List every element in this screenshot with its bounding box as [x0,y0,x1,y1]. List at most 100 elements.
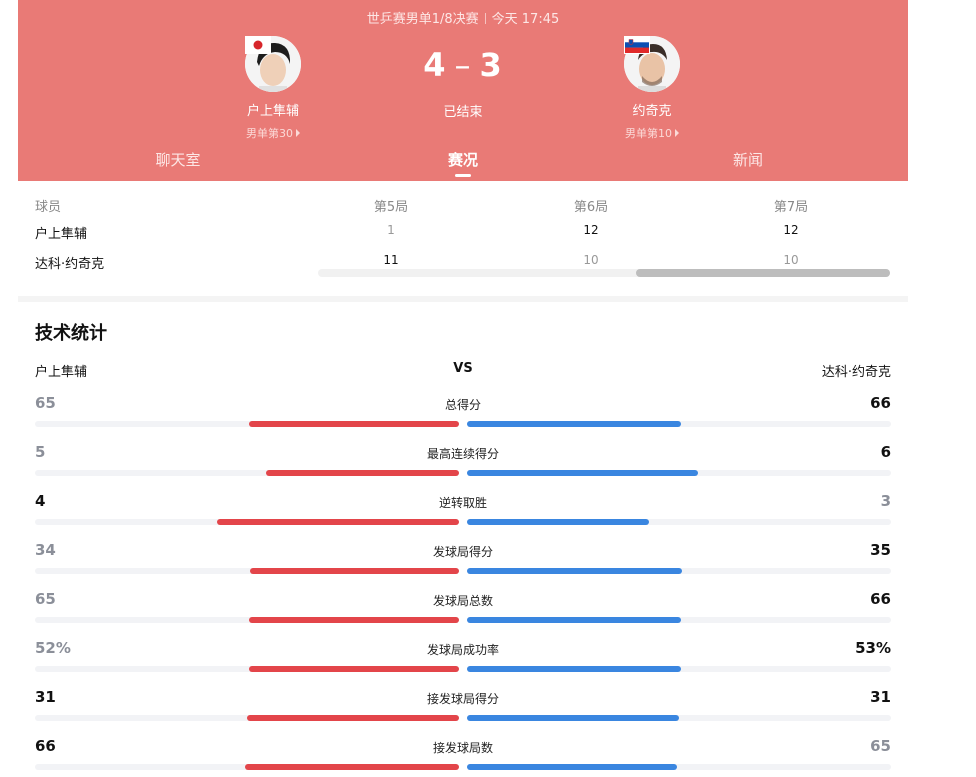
player-rank[interactable]: 男单第30 [213,125,333,141]
stat-bar-right-fill [467,764,678,770]
game-score: 10 [583,253,599,267]
stat-right-value: 66 [870,590,891,608]
player-right[interactable]: 约奇克 男单第10 [592,36,712,141]
header-game-6: 第6局 [573,200,609,215]
player-rank[interactable]: 男单第10 [592,125,712,141]
stat-right-value: 31 [870,688,891,706]
game-scores-table[interactable]: 球员 第5局 第6局 第7局 户上隼辅 1 12 12 达科·约奇克 11 10… [18,181,908,299]
score-left: 4 [423,46,447,84]
stats-title: 技术统计 [35,323,107,344]
active-tab-indicator [455,174,471,177]
header-game-7: 第7局 [773,200,809,215]
chevron-right-icon [675,129,679,137]
stat-bar-left-fill [247,715,459,721]
stat-bar-right-fill [467,470,699,476]
rank-label: 男单第30 [246,127,293,140]
stat-row: 4 逆转取胜 3 [35,492,891,532]
stat-right-value: 65 [870,737,891,755]
stat-row: 65 总得分 66 [35,394,891,434]
stat-label: 发球局成功率 [426,643,499,657]
stat-bar-right-fill [467,715,679,721]
game-score: 12 [783,223,799,237]
header-player: 球员 [35,200,62,215]
tab-chatroom[interactable]: 聊天室 [155,151,201,169]
title-separator [484,13,486,24]
stat-bar-right-fill [467,421,681,427]
stat-bar-right-track [467,421,891,427]
match-status: 已结束 [443,105,483,120]
stat-left-value: 52% [35,639,71,657]
game-score: 11 [383,253,399,267]
player-photo-icon [624,36,680,92]
stat-bar-right-fill [467,617,681,623]
avatar[interactable] [245,36,301,92]
stat-bar-right-track [467,519,891,525]
rank-label: 男单第10 [625,127,672,140]
horizontal-scrollbar-thumb[interactable] [636,269,890,277]
stat-left-value: 4 [35,492,46,510]
stat-bar-left-track [35,568,459,574]
row-player-name: 达科·约奇克 [35,257,105,272]
match-stage: 世乒赛男单1/8决赛 [366,12,479,27]
stat-row: 52% 发球局成功率 53% [35,639,891,679]
avatar[interactable] [624,36,680,92]
tab-news[interactable]: 新闻 [732,151,763,169]
score-dash: – [454,46,472,84]
stats-right-player: 达科·约奇克 [821,365,891,380]
match-title: 世乒赛男单1/8决赛 今天 17:45 [18,8,908,27]
score-right: 3 [479,46,503,84]
stat-row: 5 最高连续得分 6 [35,443,891,483]
stat-bar-right-track [467,617,891,623]
stat-bar-left-track [35,617,459,623]
stat-bar-left-track [35,470,459,476]
japan-flag-icon [245,36,271,54]
stat-left-value: 5 [35,443,46,461]
stat-label: 逆转取胜 [438,496,487,510]
horizontal-scrollbar-track[interactable] [318,269,890,277]
stat-bar-right-track [467,470,891,476]
player-left[interactable]: 户上隼辅 男单第30 [213,36,333,141]
header-game-5: 第5局 [373,200,409,215]
stat-bar-left-track [35,715,459,721]
stat-left-value: 65 [35,590,56,608]
stat-label: 接发球局数 [432,741,493,755]
match-time: 今天 17:45 [491,12,560,27]
stat-left-value: 66 [35,737,56,755]
stat-bar-right-fill [467,568,683,574]
player-name: 户上隼辅 [246,104,299,119]
stat-bar-left-track [35,666,459,672]
stat-label: 发球局总数 [432,594,493,608]
stat-row: 65 发球局总数 66 [35,590,891,630]
stat-bar-right-fill [467,519,649,525]
stat-bar-left-fill [266,470,459,476]
stat-bar-right-fill [467,666,682,672]
stat-right-value: 3 [880,492,891,510]
stat-row: 31 接发球局得分 31 [35,688,891,728]
tab-match[interactable]: 赛况 [447,151,478,169]
stat-label: 总得分 [444,398,481,412]
row-player-name: 户上隼辅 [35,227,88,242]
player-name: 约奇克 [632,104,672,119]
match-score: 4–3 [398,46,528,84]
player-photo-icon [245,36,301,92]
stats-left-player: 户上隼辅 [35,365,88,380]
chevron-right-icon [296,129,300,137]
match-header: 世乒赛男单1/8决赛 今天 17:45 户上隼辅 男单第30 4–3 已结束 [18,0,908,181]
stat-bar-left-fill [245,764,459,770]
stat-right-value: 53% [855,639,891,657]
stat-right-value: 66 [870,394,891,412]
slovenia-flag-icon [624,36,650,54]
stat-bar-right-track [467,715,891,721]
game-score: 10 [783,253,799,267]
stat-right-value: 35 [870,541,891,559]
stat-bar-left-track [35,519,459,525]
stat-label: 最高连续得分 [426,447,499,461]
section-divider [18,296,908,302]
stat-bar-left-fill [216,519,459,525]
game-score: 1 [387,223,395,237]
stat-bar-right-track [467,568,891,574]
stat-bar-left-track [35,421,459,427]
stat-bar-left-fill [249,666,459,672]
stat-row: 34 发球局得分 35 [35,541,891,581]
game-score: 12 [583,223,599,237]
